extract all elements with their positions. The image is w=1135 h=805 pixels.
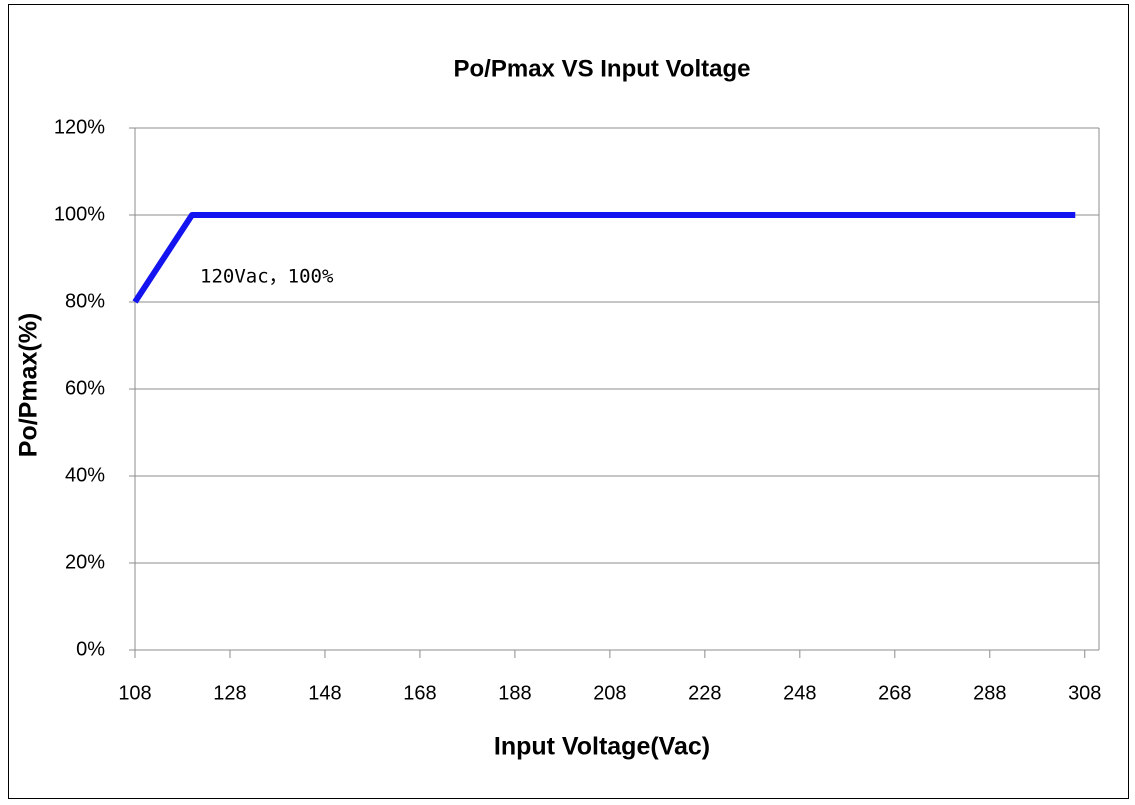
x-tick-label: 168 <box>403 682 436 704</box>
x-tick-label: 208 <box>593 682 626 704</box>
y-axis-title: Po/Pmax(%) <box>15 313 43 457</box>
x-tick-label: 108 <box>118 682 151 704</box>
x-tick-label: 128 <box>213 682 246 704</box>
y-tick-label: 60% <box>65 377 105 399</box>
y-tick-label: 40% <box>65 464 105 486</box>
y-tick-label: 20% <box>65 551 105 573</box>
x-tick-label: 268 <box>878 682 911 704</box>
y-tick-label: 0% <box>76 638 105 660</box>
y-tick-label: 100% <box>54 203 105 225</box>
chart-frame <box>8 4 1129 799</box>
y-tick-label: 80% <box>65 290 105 312</box>
x-tick-label: 308 <box>1068 682 1101 704</box>
x-tick-label: 228 <box>688 682 721 704</box>
annotation: 120Vac，100% <box>200 266 334 288</box>
x-tick-label: 248 <box>783 682 816 704</box>
chart-title: Po/Pmax VS Input Voltage <box>454 55 751 82</box>
y-tick-label: 120% <box>54 116 105 138</box>
x-tick-label: 288 <box>973 682 1006 704</box>
x-axis-title: Input Voltage(Vac) <box>494 733 710 761</box>
data-line <box>132 212 1076 304</box>
x-tick-label: 188 <box>498 682 531 704</box>
x-tick-label: 148 <box>308 682 341 704</box>
